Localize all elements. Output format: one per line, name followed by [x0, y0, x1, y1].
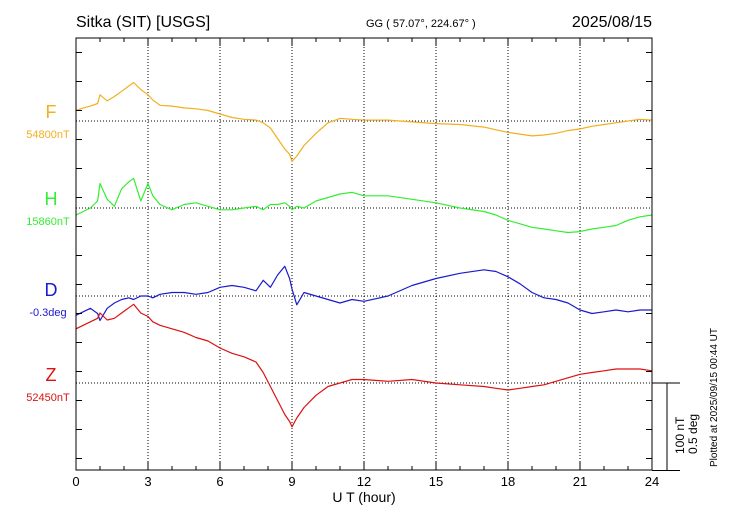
plotted-timestamp: Plotted at 2025/09/15 00:44 UT [709, 328, 720, 467]
series-name-d: D [45, 280, 58, 300]
series-baseline-d: -0.3deg [29, 307, 66, 319]
coordinates-label: GG ( 57.07°, 224.67° ) [366, 18, 476, 30]
x-tick-label: 21 [573, 474, 587, 489]
series-line-d [75, 265, 652, 322]
scale-bar: 100 nT 0.5 deg [652, 382, 700, 471]
date-label: 2025/08/15 [572, 14, 652, 31]
series-baseline-z: 52450nT [26, 392, 70, 404]
x-tick-label: 15 [429, 474, 443, 489]
series-name-z: Z [46, 365, 57, 385]
series-line-z [75, 303, 653, 428]
x-tick-label: 0 [72, 474, 79, 489]
x-tick-label: 12 [357, 474, 371, 489]
series-baseline-f: 54800nT [26, 129, 70, 141]
series-name-f: F [46, 102, 57, 122]
grid-lines [76, 38, 652, 470]
series-baseline-h: 15860nT [26, 216, 70, 228]
x-tick-label: 3 [144, 474, 151, 489]
x-tick-labels: 0 3 6 9 12 15 18 21 24 [72, 474, 659, 489]
series-name-h: H [45, 189, 58, 209]
x-tick-label: 18 [501, 474, 515, 489]
series-labels: F 54800nT H 15860nT D -0.3deg Z 52450nT [26, 102, 70, 404]
x-tick-label: 9 [288, 474, 295, 489]
series-line-f [75, 81, 653, 162]
x-tick-label: 6 [216, 474, 223, 489]
scale-bar-label-deg: 0.5 deg [686, 414, 700, 454]
scale-bar-label-nt: 100 nT [673, 416, 687, 454]
x-axis-label: U T (hour) [332, 489, 395, 505]
series-line-h [75, 177, 653, 234]
series-layer [75, 81, 653, 428]
x-tick-label: 24 [645, 474, 659, 489]
chart-title: Sitka (SIT) [USGS] [76, 14, 210, 31]
axis-ticks [75, 38, 653, 470]
